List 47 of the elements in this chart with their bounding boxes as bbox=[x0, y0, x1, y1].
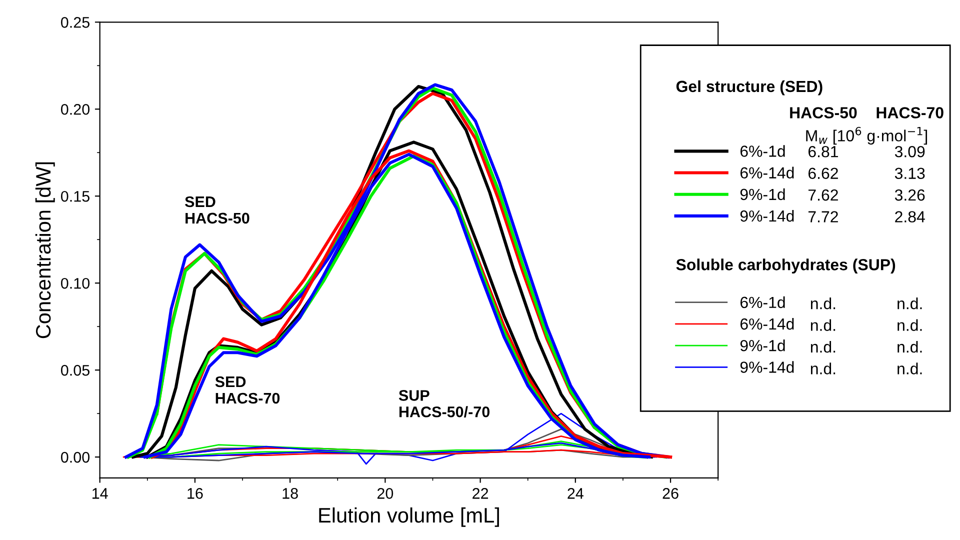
x-tick-label: 14 bbox=[92, 488, 108, 499]
text: n.d. bbox=[898, 319, 922, 331]
text: HACS-50 bbox=[790, 107, 857, 118]
y-tick-label: 0.20 bbox=[60, 104, 90, 115]
text: 7.72 bbox=[808, 211, 838, 222]
text: 7.62 bbox=[808, 189, 838, 201]
y-tick-label: 0.15 bbox=[60, 190, 90, 202]
text: 6.62 bbox=[808, 168, 838, 180]
text: n.d. bbox=[810, 298, 836, 310]
legend-label: 6%-14d bbox=[740, 166, 794, 179]
text: 3.26 bbox=[894, 189, 925, 201]
legend-label: 6%-1d bbox=[740, 145, 785, 157]
text: n.d. bbox=[898, 340, 922, 353]
legend-label: 9%-14d bbox=[740, 210, 794, 222]
text: M$_{w}$ [10$^{6}$ g·mol$^{−1}$] bbox=[806, 126, 928, 145]
text: 6.81 bbox=[808, 146, 838, 158]
text: 3.09 bbox=[894, 146, 925, 158]
x-tick-label: 26 bbox=[662, 488, 678, 499]
text: n.d. bbox=[810, 362, 836, 374]
x-tick-label: 24 bbox=[568, 488, 584, 499]
text: n.d. bbox=[898, 362, 922, 374]
x-tick-label: 20 bbox=[377, 488, 394, 499]
legend-label: 9%-14d bbox=[740, 361, 794, 373]
text: n.d. bbox=[810, 319, 836, 331]
annotation: SED HACS-70 bbox=[215, 376, 280, 404]
legend-label: 6%-1d bbox=[740, 296, 785, 308]
text: n.d. bbox=[898, 298, 922, 310]
y-tick-label: 0.10 bbox=[60, 278, 90, 289]
y-axis-title: Concentration [dW] bbox=[35, 162, 55, 338]
y-tick-label: 0.25 bbox=[60, 17, 90, 28]
x-tick-label: 22 bbox=[472, 488, 488, 499]
annotation: SUP HACS-50/-70 bbox=[398, 390, 490, 418]
legend-label: 9%-1d bbox=[740, 340, 785, 352]
text: 2.84 bbox=[895, 211, 925, 222]
y-tick-label: 0.05 bbox=[60, 364, 90, 376]
x-tick-label: 18 bbox=[282, 488, 298, 499]
legend-label: 9%-1d bbox=[740, 188, 785, 200]
annotation: SED HACS-50 bbox=[184, 196, 250, 224]
x-tick-label: 16 bbox=[188, 488, 203, 499]
x-axis-title: Elution volume [mL] bbox=[319, 507, 499, 527]
text: 3.13 bbox=[894, 168, 925, 180]
text: n.d. bbox=[810, 340, 836, 353]
legend-label: 6%-14d bbox=[740, 318, 794, 330]
text: HACS-70 bbox=[876, 107, 944, 118]
legend-title: Gel structure (SED) bbox=[676, 80, 822, 96]
y-tick-label: 0.00 bbox=[60, 452, 90, 463]
annotation: Soluble carbohydrates (SUP) bbox=[676, 258, 896, 274]
